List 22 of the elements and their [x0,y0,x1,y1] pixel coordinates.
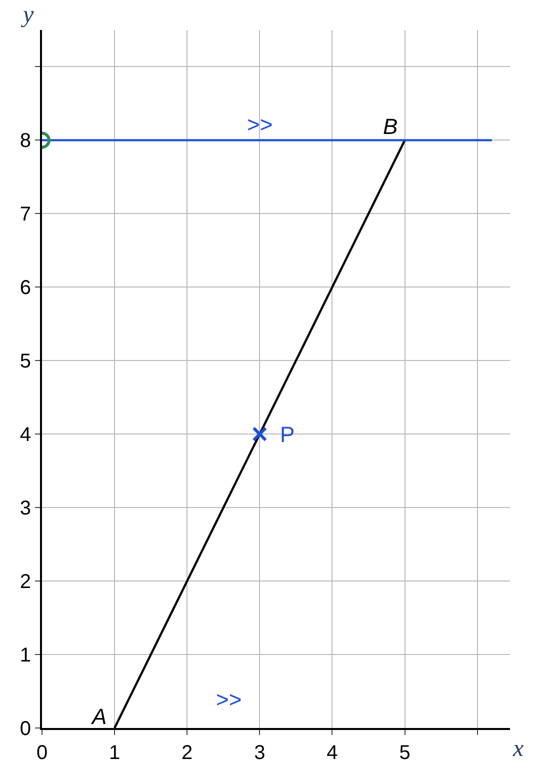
annotation: P [280,422,295,447]
x-tick-label: 0 [36,742,48,764]
y-axis-title: y [21,2,34,28]
x-tick-label: 4 [326,742,338,764]
annotation: >> [247,112,273,137]
y-tick-label: 3 [20,498,31,520]
annotation: B [383,114,398,139]
y-tick-label: 0 [20,718,31,740]
y-tick-label: 8 [20,130,31,152]
annotation: A [90,704,107,729]
y-tick-label: 6 [20,277,31,300]
x-tick-label: 5 [399,742,410,764]
x-tick-label: 1 [108,742,120,764]
y-tick-label: 2 [20,571,31,594]
x-tick-label: 3 [254,742,266,764]
x-axis-title: x [512,736,524,762]
y-tick-label: 4 [20,424,31,446]
y-tick-label: 1 [20,644,31,667]
annotation: >> [216,687,242,712]
y-tick-label: 7 [20,204,31,226]
y-tick-label: 5 [20,350,31,373]
x-tick-label: 2 [182,742,193,764]
